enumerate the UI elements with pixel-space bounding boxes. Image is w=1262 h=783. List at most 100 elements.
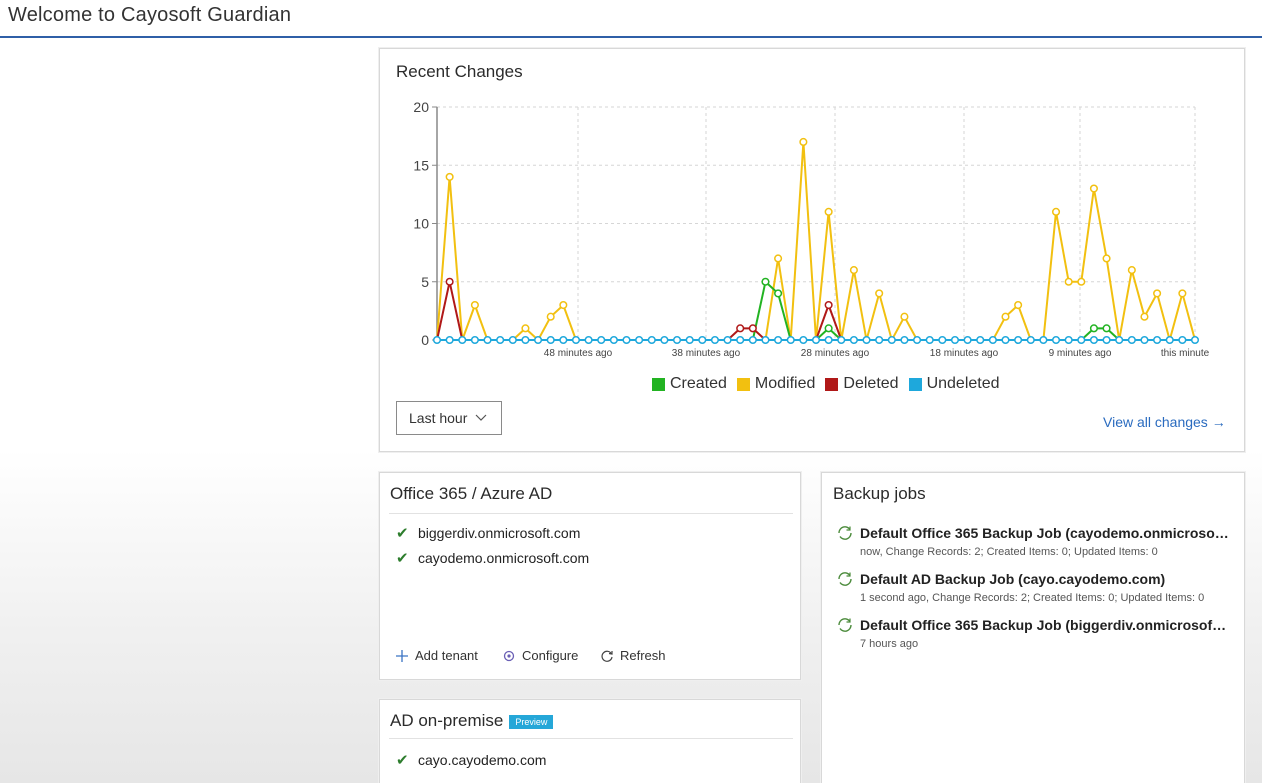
data-point-modified[interactable] [1153, 289, 1162, 298]
data-point-modified[interactable] [445, 172, 454, 181]
data-point-modified[interactable] [849, 266, 858, 275]
data-point-undeleted[interactable] [988, 335, 997, 345]
data-point-undeleted[interactable] [761, 335, 770, 345]
data-point-modified[interactable] [470, 301, 479, 310]
data-point-undeleted[interactable] [963, 335, 972, 345]
tenant-item[interactable]: ✔ cayodemo.onmicrosoft.com [396, 549, 589, 567]
data-point-modified[interactable] [1089, 184, 1098, 193]
data-point-modified[interactable] [774, 254, 783, 263]
data-point-undeleted[interactable] [1077, 335, 1086, 345]
view-all-changes-link[interactable]: View all changes → [1103, 414, 1226, 430]
data-point-undeleted[interactable] [1127, 335, 1136, 345]
data-point-undeleted[interactable] [1014, 335, 1023, 345]
data-point-undeleted[interactable] [950, 335, 960, 345]
data-point-undeleted[interactable] [698, 335, 707, 345]
data-point-deleted[interactable] [824, 301, 833, 310]
data-point-undeleted[interactable] [849, 335, 858, 345]
data-point-modified[interactable] [824, 207, 833, 216]
data-point-modified[interactable] [799, 137, 808, 146]
data-point-undeleted[interactable] [1178, 335, 1187, 345]
data-point-undeleted[interactable] [521, 335, 530, 345]
data-point-undeleted[interactable] [862, 335, 871, 345]
data-point-undeleted[interactable] [1190, 335, 1200, 345]
data-point-modified[interactable] [1102, 254, 1111, 263]
data-point-undeleted[interactable] [1001, 335, 1010, 345]
tenant-item[interactable]: ✔ biggerdiv.onmicrosoft.com [396, 524, 580, 542]
data-point-modified[interactable] [900, 312, 909, 321]
legend-undeleted[interactable]: Undeleted [908, 375, 1000, 393]
data-point-undeleted[interactable] [660, 335, 669, 345]
data-point-undeleted[interactable] [432, 335, 442, 345]
data-point-undeleted[interactable] [875, 335, 884, 345]
data-point-deleted[interactable] [736, 324, 745, 333]
data-point-undeleted[interactable] [458, 335, 467, 345]
data-point-undeleted[interactable] [1064, 335, 1073, 345]
data-point-created[interactable] [1102, 324, 1111, 333]
data-point-created[interactable] [1089, 324, 1098, 333]
data-point-undeleted[interactable] [1115, 335, 1124, 345]
data-point-modified[interactable] [875, 289, 884, 298]
data-point-modified[interactable] [1001, 312, 1010, 321]
data-point-undeleted[interactable] [1140, 335, 1149, 345]
legend-modified[interactable]: Modified [736, 375, 815, 393]
domain-item[interactable]: ✔ cayo.cayodemo.com [396, 751, 546, 769]
data-point-modified[interactable] [546, 312, 555, 321]
data-point-undeleted[interactable] [887, 335, 896, 345]
data-point-undeleted[interactable] [710, 335, 719, 345]
data-point-undeleted[interactable] [1165, 335, 1174, 345]
data-point-undeleted[interactable] [925, 335, 934, 345]
data-point-undeleted[interactable] [622, 335, 631, 345]
data-point-undeleted[interactable] [811, 335, 821, 345]
data-point-undeleted[interactable] [1102, 335, 1111, 345]
data-point-modified[interactable] [1127, 266, 1136, 275]
data-point-undeleted[interactable] [900, 335, 909, 345]
data-point-undeleted[interactable] [748, 335, 757, 345]
data-point-undeleted[interactable] [774, 335, 783, 345]
data-point-undeleted[interactable] [938, 335, 947, 345]
data-point-undeleted[interactable] [470, 335, 479, 345]
data-point-modified[interactable] [559, 301, 568, 310]
data-point-undeleted[interactable] [736, 335, 745, 345]
data-point-undeleted[interactable] [976, 335, 985, 345]
data-point-undeleted[interactable] [824, 335, 833, 345]
data-point-undeleted[interactable] [1153, 335, 1162, 345]
data-point-undeleted[interactable] [913, 335, 922, 345]
data-point-undeleted[interactable] [837, 335, 846, 345]
time-range-select[interactable]: Last hour [396, 401, 502, 435]
data-point-deleted[interactable] [445, 277, 454, 286]
backup-job-item[interactable]: Default Office 365 Backup Job (biggerdiv… [836, 616, 1236, 650]
data-point-undeleted[interactable] [508, 335, 517, 345]
data-point-undeleted[interactable] [609, 335, 618, 345]
legend-deleted[interactable]: Deleted [825, 375, 899, 393]
backup-job-item[interactable]: Default Office 365 Backup Job (cayodemo.… [836, 524, 1236, 558]
data-point-undeleted[interactable] [799, 335, 808, 345]
configure-button[interactable]: Configure [502, 648, 578, 663]
data-point-modified[interactable] [1178, 289, 1187, 298]
data-point-undeleted[interactable] [672, 335, 682, 345]
data-point-undeleted[interactable] [1089, 335, 1098, 345]
data-point-undeleted[interactable] [597, 335, 606, 345]
legend-created[interactable]: Created [652, 375, 727, 393]
refresh-button[interactable]: Refresh [600, 648, 666, 663]
data-point-undeleted[interactable] [559, 335, 568, 345]
data-point-created[interactable] [761, 277, 770, 286]
data-point-undeleted[interactable] [723, 335, 732, 345]
data-point-modified[interactable] [1077, 277, 1086, 286]
data-point-undeleted[interactable] [635, 335, 644, 345]
data-point-deleted[interactable] [748, 324, 757, 333]
data-point-undeleted[interactable] [647, 335, 656, 345]
data-point-undeleted[interactable] [496, 335, 505, 345]
data-point-undeleted[interactable] [1026, 335, 1035, 345]
data-point-undeleted[interactable] [483, 335, 492, 345]
data-point-undeleted[interactable] [445, 335, 454, 345]
data-point-undeleted[interactable] [584, 335, 593, 345]
data-point-undeleted[interactable] [685, 335, 694, 345]
data-point-undeleted[interactable] [1051, 335, 1061, 345]
data-point-created[interactable] [824, 324, 833, 333]
backup-job-item[interactable]: Default AD Backup Job (cayo.cayodemo.com… [836, 570, 1236, 604]
data-point-modified[interactable] [1140, 312, 1149, 321]
data-point-undeleted[interactable] [1039, 335, 1048, 345]
data-point-modified[interactable] [521, 324, 530, 333]
data-point-created[interactable] [774, 289, 783, 298]
data-point-modified[interactable] [1064, 277, 1073, 286]
